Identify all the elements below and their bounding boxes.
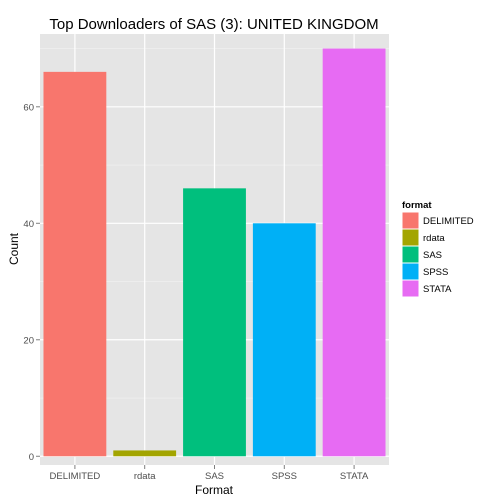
y-axis: 0 20 40 60 [23, 102, 40, 463]
x-tick-label: STATA [340, 471, 369, 482]
legend-swatch [402, 229, 419, 246]
legend-swatch [402, 263, 419, 280]
legend-swatch [402, 280, 419, 297]
legend-label: STATA [423, 284, 452, 295]
legend-swatch [402, 246, 419, 263]
y-axis-title: Count [7, 232, 21, 265]
y-tick-label: 20 [23, 335, 34, 346]
legend-swatch [402, 212, 419, 229]
legend-label: rdata [423, 233, 445, 244]
y-tick-label: 0 [29, 452, 34, 463]
bar-sas [183, 188, 246, 457]
x-axis-title: Format [195, 483, 234, 497]
legend: format DELIMITED rdata SAS SPSS STATA [401, 200, 474, 298]
x-tick-label: DELIMITED [50, 471, 101, 482]
bar-stata [322, 48, 386, 457]
x-tick-label: rdata [134, 471, 156, 482]
y-tick-label: 40 [23, 219, 34, 230]
legend-label: DELIMITED [423, 216, 474, 227]
bars [43, 48, 386, 457]
legend-title: format [402, 200, 432, 211]
bar-spss [252, 223, 316, 457]
legend-label: SAS [423, 250, 442, 261]
bar-delimited [43, 71, 107, 457]
y-tick-label: 60 [23, 102, 34, 113]
legend-label: SPSS [423, 267, 448, 278]
x-tick-label: SAS [205, 471, 224, 482]
chart-title: Top Downloaders of SAS (3): UNITED KINGD… [49, 16, 378, 33]
x-tick-label: SPSS [272, 471, 297, 482]
bar-rdata [113, 450, 177, 457]
x-axis: DELIMITED rdata SAS SPSS STATA [50, 465, 369, 482]
